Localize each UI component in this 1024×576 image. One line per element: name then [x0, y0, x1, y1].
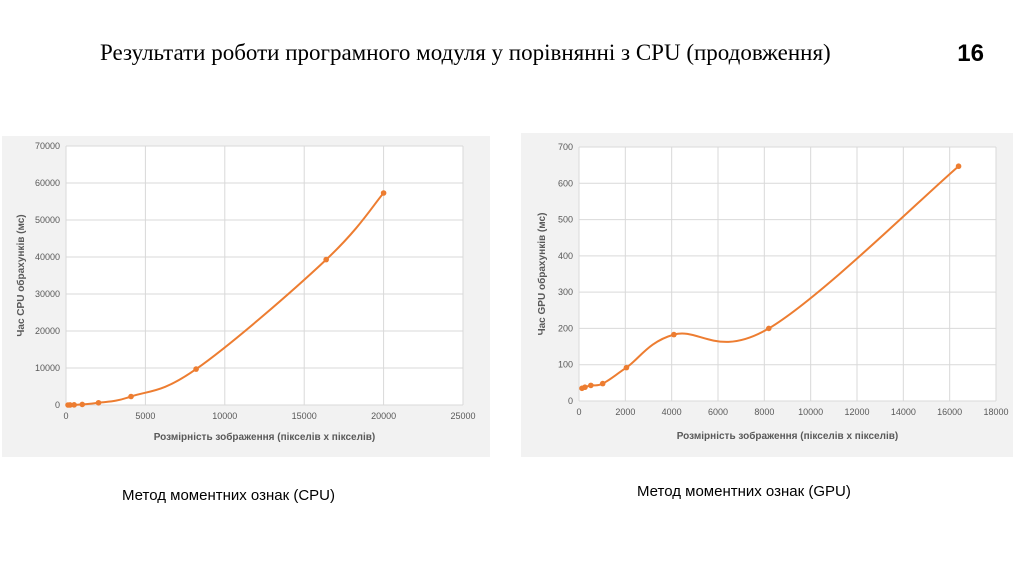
y-tick-label: 200	[558, 323, 573, 333]
y-tick-label: 10000	[35, 363, 60, 373]
data-point	[67, 402, 73, 408]
x-tick-label: 20000	[371, 411, 396, 421]
y-tick-label: 40000	[35, 252, 60, 262]
data-point	[671, 331, 677, 338]
x-tick-label: 10000	[212, 411, 237, 421]
plot-area	[66, 146, 463, 405]
y-tick-label: 70000	[35, 141, 60, 151]
gpu-chart: 0 100 200 300 400 500 600 700 0 2000 4000 6000 8000 1…	[536, 142, 1009, 442]
y-tick-label: 0	[55, 400, 60, 410]
x-tick-label: 14000	[891, 407, 916, 417]
data-point	[623, 364, 630, 371]
y-tick-label: 400	[558, 251, 573, 261]
data-point	[380, 190, 387, 196]
x-tick-label: 4000	[662, 407, 682, 417]
x-tick-label: 10000	[798, 407, 823, 417]
slide-number: 16	[957, 40, 984, 67]
data-point	[765, 325, 772, 332]
x-tick-label: 16000	[937, 407, 962, 417]
y-axis-title: Час GPU обрахунків (мс)	[536, 213, 548, 336]
y-tick-label: 0	[568, 396, 573, 406]
data-point	[71, 402, 77, 408]
data-point	[128, 393, 134, 400]
data-point	[955, 163, 962, 170]
gpu-chart-panel: 0 100 200 300 400 500 600 700 0 2000 4000 6000 8000 1…	[521, 133, 1013, 457]
y-tick-label: 300	[558, 287, 573, 297]
y-tick-label: 30000	[35, 289, 60, 299]
gpu-chart-caption: Метод моментних ознак (GPU)	[637, 483, 851, 500]
data-point	[582, 384, 588, 391]
x-tick-label: 15000	[292, 411, 317, 421]
data-point	[323, 256, 329, 263]
x-tick-label: 5000	[135, 411, 155, 421]
data-point	[193, 366, 199, 372]
x-tick-label: 25000	[450, 411, 475, 421]
cpu-chart-panel: 0 10000 20000 30000 40000 50000 60000 70000 0 500…	[2, 136, 490, 457]
x-tick-label: 6000	[708, 407, 728, 417]
y-tick-label: 60000	[35, 178, 60, 188]
y-tick-label: 700	[558, 142, 573, 152]
x-axis-title: Розмірність зображення (пікселів х піксе…	[677, 430, 898, 442]
data-point	[588, 382, 594, 389]
x-tick-label: 0	[63, 411, 68, 421]
x-tick-label: 0	[576, 407, 581, 417]
y-tick-label: 100	[558, 360, 573, 370]
slide-title: Результати роботи програмного модуля у п…	[100, 40, 831, 65]
x-tick-label: 8000	[754, 407, 774, 417]
y-tick-label: 50000	[35, 215, 60, 225]
data-point	[95, 399, 102, 406]
data-point	[79, 401, 86, 408]
y-tick-label: 20000	[35, 326, 60, 336]
x-tick-label: 2000	[615, 407, 635, 417]
y-tick-label: 500	[558, 215, 573, 225]
cpu-chart: 0 10000 20000 30000 40000 50000 60000 70000 0 500…	[15, 141, 476, 443]
x-tick-label: 12000	[844, 407, 869, 417]
x-tick-label: 18000	[983, 407, 1008, 417]
data-point	[599, 380, 606, 387]
x-axis-title: Розмірність зображення (пікселів х піксе…	[154, 431, 375, 443]
cpu-chart-caption: Метод моментних ознак (CPU)	[122, 487, 336, 504]
y-axis-title: Час CPU обрахунків (мс)	[15, 214, 27, 336]
y-tick-label: 600	[558, 178, 573, 188]
plot-area	[579, 147, 996, 401]
